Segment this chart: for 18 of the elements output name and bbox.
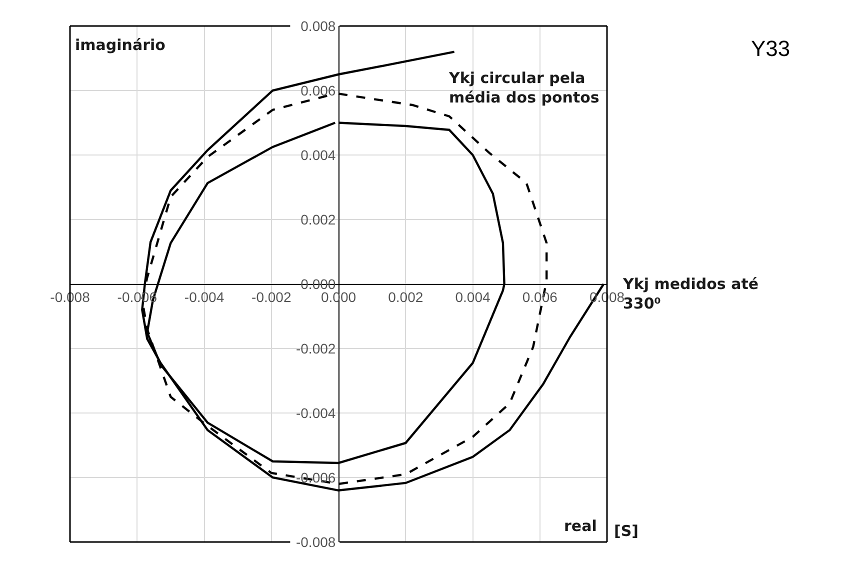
y-tick-label: 0.008 (300, 18, 336, 34)
x-tick-label: -0.004 (184, 288, 224, 305)
y-tick-label: -0.008 (296, 534, 336, 550)
annotation: Ykj circular pela média dos pontos (448, 69, 600, 106)
y-tick-label: -0.004 (296, 404, 336, 421)
y-tick-label: -0.006 (296, 469, 336, 486)
y-tick-label: 0.004 (300, 146, 336, 163)
text: Y33 (751, 36, 790, 61)
y-tick-label: -0.002 (296, 340, 336, 356)
y-tick-label: 0.006 (300, 82, 336, 98)
x-tick-label: -0.002 (252, 288, 292, 305)
text: [S] (614, 522, 639, 540)
x-tick-label: 0.002 (388, 288, 424, 305)
x-tick-label: 0.006 (522, 288, 558, 305)
x-axis-title: real (564, 517, 597, 535)
y-tick-label: 0.002 (300, 211, 336, 228)
y-axis-title: imaginário (75, 36, 166, 54)
x-tick-label: 0.004 (455, 288, 490, 305)
